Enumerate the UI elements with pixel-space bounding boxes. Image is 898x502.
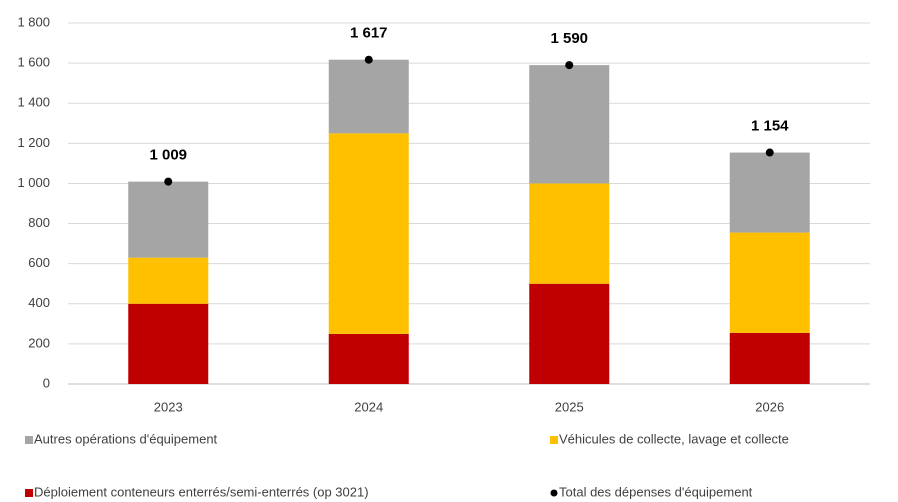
legend-marker <box>25 436 33 444</box>
y-tick-label: 1 200 <box>17 135 50 150</box>
total-label: 1 590 <box>550 30 588 47</box>
y-tick-label: 600 <box>28 255 50 270</box>
y-tick-label: 1 000 <box>17 175 50 190</box>
total-dot <box>765 148 774 157</box>
y-tick-label: 800 <box>28 215 50 230</box>
total-dot <box>565 61 574 70</box>
x-tick-label: 2026 <box>755 399 784 414</box>
bar-segment <box>529 183 610 284</box>
y-tick-label: 1 800 <box>17 14 50 29</box>
total-dot <box>164 177 173 186</box>
bar-segment <box>328 59 409 134</box>
bar-segment <box>128 257 209 304</box>
legend-label: Véhicules de collecte, lavage et collect… <box>559 431 789 446</box>
x-tick-label: 2024 <box>354 399 383 414</box>
bar-segment <box>529 65 610 184</box>
bar-segment <box>529 283 610 384</box>
x-tick-label: 2023 <box>154 399 183 414</box>
legend-label: Autres opérations d'équipement <box>34 431 218 446</box>
bar-segment <box>328 333 409 384</box>
bar-segment <box>128 303 209 384</box>
total-label: 1 617 <box>350 25 388 42</box>
y-tick-label: 200 <box>28 335 50 350</box>
total-label: 1 154 <box>751 118 789 135</box>
legend-label: Total des dépenses d'équipement <box>559 484 753 499</box>
bar-segment <box>729 332 810 384</box>
total-dot <box>364 55 373 64</box>
y-tick-label: 400 <box>28 295 50 310</box>
bar-segment <box>729 232 810 333</box>
total-label: 1 009 <box>149 147 187 164</box>
legend-marker <box>550 489 558 497</box>
legend-marker <box>25 489 33 497</box>
y-tick-label: 1 600 <box>17 55 50 70</box>
legend-marker <box>550 436 558 444</box>
legend-label: Déploiement conteneurs enterrés/semi-ent… <box>34 484 369 499</box>
bar-segment <box>128 181 209 258</box>
bar-segment <box>328 133 409 334</box>
y-tick-label: 1 400 <box>17 95 50 110</box>
bar-segment <box>729 152 810 233</box>
y-tick-label: 0 <box>43 375 50 390</box>
x-tick-label: 2025 <box>555 399 584 414</box>
